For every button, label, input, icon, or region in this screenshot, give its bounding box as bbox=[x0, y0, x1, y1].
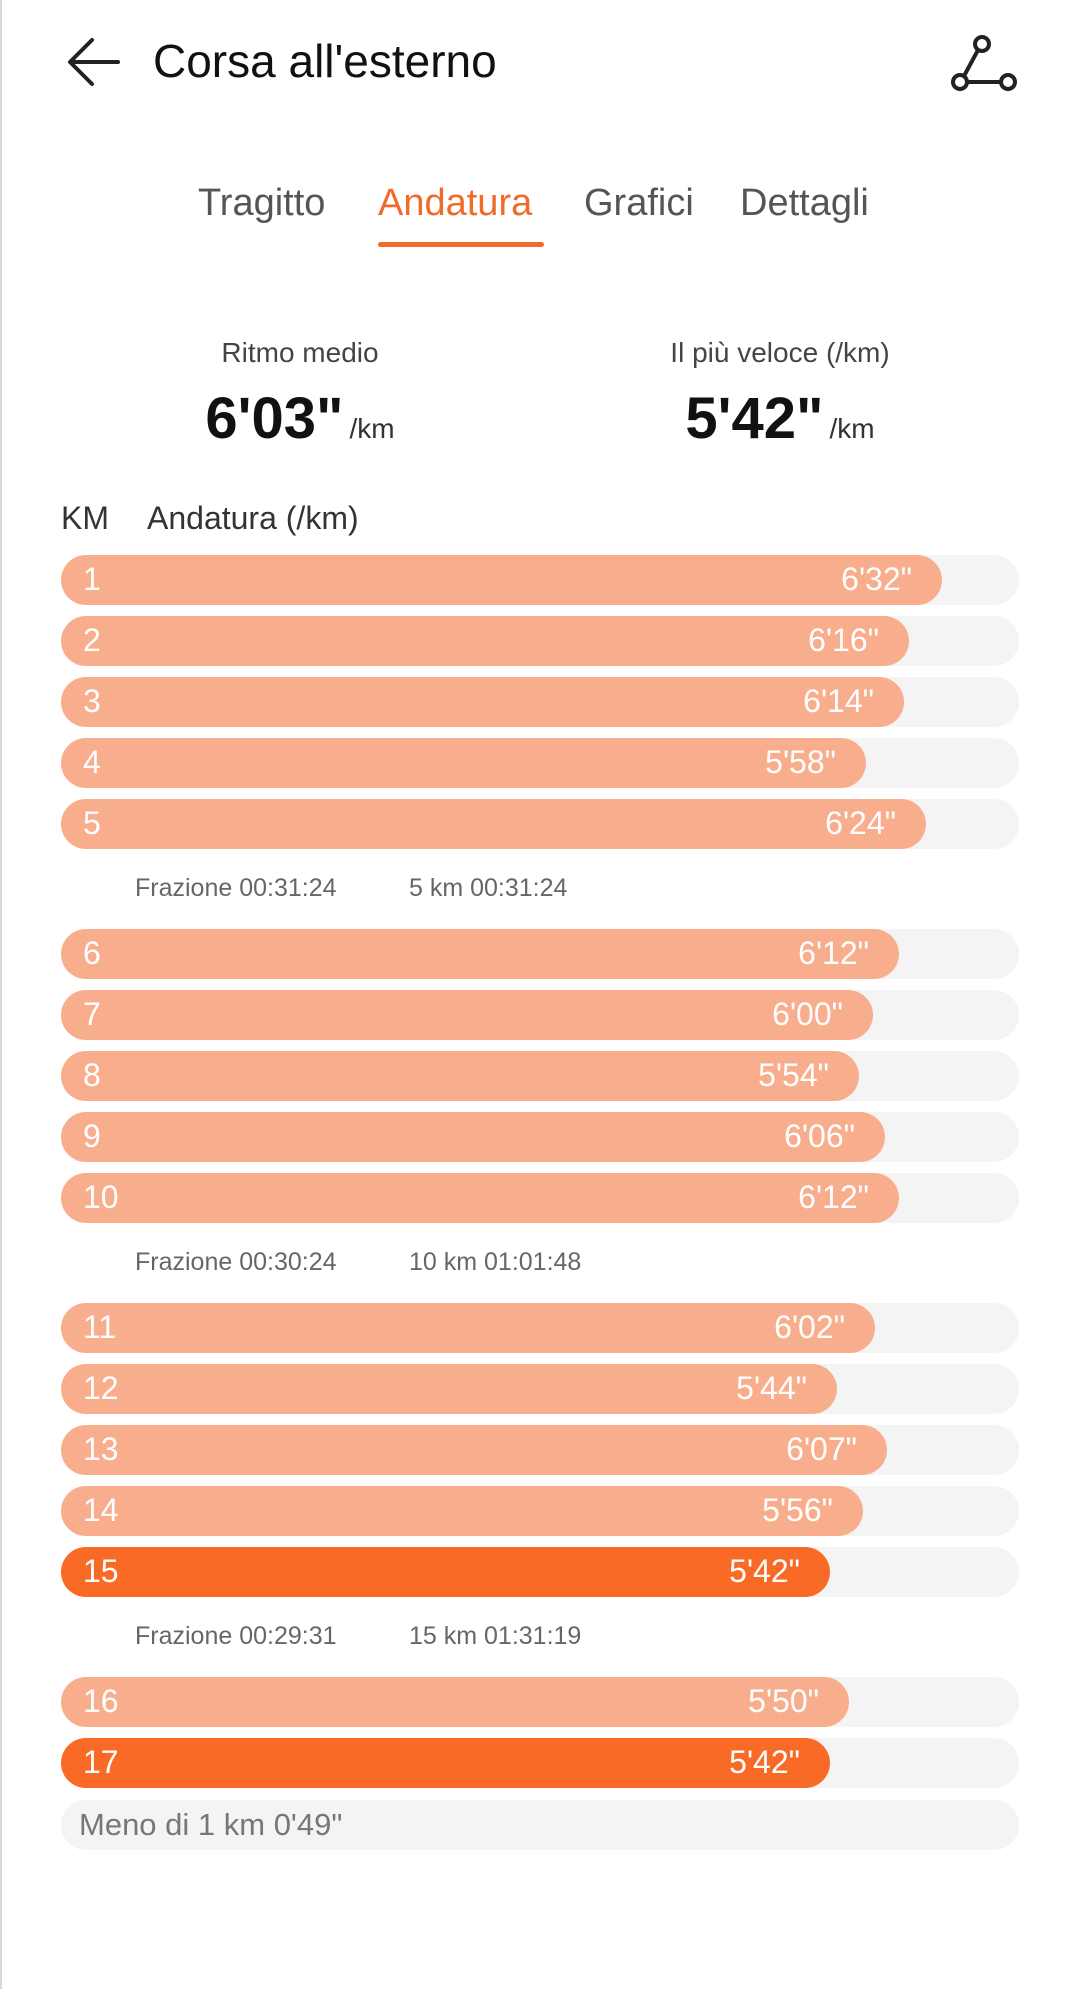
pace-row: 4 5'58" bbox=[61, 738, 1019, 788]
pace-value: 6'06" bbox=[784, 1118, 855, 1154]
split-fraction: Frazione 00:31:24 bbox=[135, 874, 337, 902]
pace-bar: 13 6'07" bbox=[61, 1425, 887, 1475]
pace-value: 5'42" bbox=[729, 1553, 800, 1589]
pace-row: 12 5'44" bbox=[61, 1364, 1019, 1414]
pace-value: 5'56" bbox=[762, 1492, 833, 1528]
pace-bar: 1 6'32" bbox=[61, 555, 942, 605]
pace-bar-fastest: 17 5'42" bbox=[61, 1738, 830, 1788]
pace-bar: 11 6'02" bbox=[61, 1303, 875, 1353]
km-label: 5 bbox=[83, 805, 101, 841]
avg-pace-label: Ritmo medio bbox=[221, 337, 379, 368]
km-label: 15 bbox=[83, 1553, 119, 1589]
km-label: 12 bbox=[83, 1370, 119, 1406]
avg-pace-unit: /km bbox=[349, 413, 395, 444]
split-cumulative: 5 km 00:31:24 bbox=[409, 874, 568, 902]
km-label: 3 bbox=[83, 683, 101, 719]
pace-value: 6'12" bbox=[798, 935, 869, 971]
pace-value: 5'58" bbox=[765, 744, 836, 780]
pace-value: 6'07" bbox=[786, 1431, 857, 1467]
split-fraction: Frazione 00:29:31 bbox=[135, 1622, 337, 1650]
split-cumulative: 15 km 01:31:19 bbox=[409, 1622, 582, 1650]
km-label: 11 bbox=[83, 1309, 117, 1345]
pace-row: 6 6'12" bbox=[61, 929, 1019, 979]
avg-pace-value: 6'03"/km bbox=[150, 385, 450, 452]
remainder-row: Meno di 1 km 0'49" bbox=[61, 1800, 1019, 1850]
pace-row: 10 6'12" bbox=[61, 1173, 1019, 1223]
pace-bar: 6 6'12" bbox=[61, 929, 899, 979]
pace-bar: 14 5'56" bbox=[61, 1486, 863, 1536]
km-label: 9 bbox=[83, 1118, 101, 1154]
pace-row: 8 5'54" bbox=[61, 1051, 1019, 1101]
pace-bar: 9 6'06" bbox=[61, 1112, 885, 1162]
pace-row: 9 6'06" bbox=[61, 1112, 1019, 1162]
km-label: 2 bbox=[83, 622, 101, 658]
arrow-left-icon bbox=[68, 38, 120, 86]
pace-value: 5'42" bbox=[729, 1744, 800, 1780]
pace-bar: 3 6'14" bbox=[61, 677, 904, 727]
pace-value: 6'32" bbox=[841, 561, 912, 597]
fastest-pace-value: 5'42"/km bbox=[630, 385, 930, 452]
km-label: 10 bbox=[83, 1179, 119, 1215]
pace-row: 2 6'16" bbox=[61, 616, 1019, 666]
pace-row: 16 5'50" bbox=[61, 1677, 1019, 1727]
km-label: 17 bbox=[83, 1744, 119, 1780]
pace-bar: 7 6'00" bbox=[61, 990, 873, 1040]
km-label: 7 bbox=[83, 996, 101, 1032]
km-label: 1 bbox=[83, 561, 101, 597]
tab-dettagli[interactable]: Dettagli bbox=[740, 182, 869, 224]
pace-row: 15 5'42" bbox=[61, 1547, 1019, 1597]
split-cumulative: 10 km 01:01:48 bbox=[409, 1248, 582, 1276]
app-header: Corsa all'esterno bbox=[0, 0, 1080, 130]
km-label: 4 bbox=[83, 744, 101, 780]
pace-value: 6'00" bbox=[772, 996, 843, 1032]
pace-value: 6'14" bbox=[803, 683, 874, 719]
km-label: 8 bbox=[83, 1057, 101, 1093]
pace-value: 6'12" bbox=[798, 1179, 869, 1215]
tab-grafici[interactable]: Grafici bbox=[584, 182, 694, 224]
pace-bar: 5 6'24" bbox=[61, 799, 926, 849]
pace-bar: 2 6'16" bbox=[61, 616, 909, 666]
pace-bar: 10 6'12" bbox=[61, 1173, 899, 1223]
pace-bar: 16 5'50" bbox=[61, 1677, 849, 1727]
avg-pace-number: 6'03" bbox=[205, 386, 344, 451]
pace-value: 5'54" bbox=[758, 1057, 829, 1093]
pace-bar-fastest: 15 5'42" bbox=[61, 1547, 830, 1597]
pace-bar: 8 5'54" bbox=[61, 1051, 859, 1101]
pace-row: 3 6'14" bbox=[61, 677, 1019, 727]
pace-bar: 12 5'44" bbox=[61, 1364, 837, 1414]
pace-value: 5'50" bbox=[748, 1683, 819, 1719]
fastest-pace-number: 5'42" bbox=[685, 386, 824, 451]
km-label: 16 bbox=[83, 1683, 119, 1719]
pace-row: 5 6'24" bbox=[61, 799, 1019, 849]
remainder-text: Meno di 1 km 0'49" bbox=[79, 1807, 343, 1842]
pace-row: 17 5'42" bbox=[61, 1738, 1019, 1788]
tab-tragitto[interactable]: Tragitto bbox=[198, 182, 326, 224]
route-button[interactable] bbox=[950, 32, 1018, 96]
tab-bar: Tragitto Andatura Grafici Dettagli bbox=[0, 170, 1080, 250]
km-label: 6 bbox=[83, 935, 101, 971]
pace-row: 11 6'02" bbox=[61, 1303, 1019, 1353]
route-icon bbox=[951, 35, 1017, 91]
pace-value: 5'44" bbox=[736, 1370, 807, 1406]
fastest-pace-label: Il più veloce (/km) bbox=[670, 337, 890, 368]
split-fraction: Frazione 00:30:24 bbox=[135, 1248, 337, 1276]
screen-edge bbox=[0, 0, 2, 1989]
pace-row: 14 5'56" bbox=[61, 1486, 1019, 1536]
active-tab-indicator bbox=[378, 242, 544, 247]
back-button[interactable] bbox=[62, 32, 126, 96]
pace-value: 6'16" bbox=[808, 622, 879, 658]
km-label: 14 bbox=[83, 1492, 119, 1528]
page-title: Corsa all'esterno bbox=[153, 35, 497, 87]
pace-value: 6'02" bbox=[774, 1309, 845, 1345]
fastest-pace-unit: /km bbox=[829, 413, 875, 444]
column-header-km: KM bbox=[61, 500, 109, 536]
tab-andatura[interactable]: Andatura bbox=[378, 182, 533, 224]
column-header-pace: Andatura (/km) bbox=[147, 500, 359, 536]
pace-bar: 4 5'58" bbox=[61, 738, 866, 788]
pace-row: 1 6'32" bbox=[61, 555, 1019, 605]
pace-value: 6'24" bbox=[825, 805, 896, 841]
pace-row: 13 6'07" bbox=[61, 1425, 1019, 1475]
km-label: 13 bbox=[83, 1431, 119, 1467]
pace-row: 7 6'00" bbox=[61, 990, 1019, 1040]
